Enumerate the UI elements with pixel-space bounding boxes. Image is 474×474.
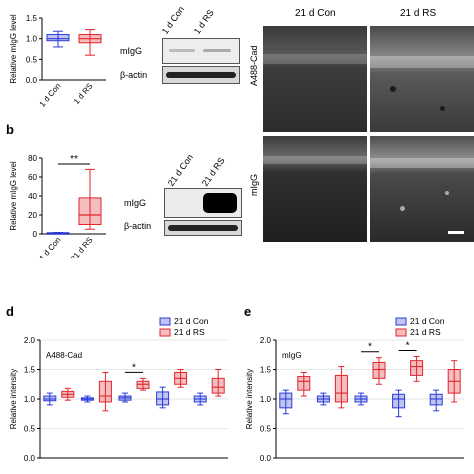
micrograph-con-migg <box>263 136 367 242</box>
b-box-2 <box>78 197 102 226</box>
b-x-tick-label: 21 d Con <box>35 236 63 258</box>
e-box <box>392 393 406 409</box>
blot-b-lane-label-2: 21 d RS <box>199 155 227 188</box>
micrograph-row-label-2: mIgG <box>249 173 259 196</box>
blot-a-igg-band <box>162 38 240 64</box>
micrograph-row-label-1: A488-Cad <box>249 45 259 86</box>
blot-a-actin-band <box>162 66 240 84</box>
e-box <box>297 376 311 391</box>
d-box <box>136 380 150 389</box>
e-legend-label: 21 d Con <box>410 316 445 326</box>
e-sig-label: * <box>368 342 372 353</box>
e-box <box>429 393 443 406</box>
b-y-axis-label: Relative mIgG level <box>9 161 18 231</box>
b-x-tick-label: 21 d RS <box>69 236 94 258</box>
d-y-tick-label: 1.5 <box>24 366 36 375</box>
d-y-tick-label: 1.0 <box>24 395 36 404</box>
blot-b-lane-label-1: 21 d Con <box>165 152 195 188</box>
d-box <box>98 380 112 403</box>
d-box <box>211 377 225 394</box>
e-box <box>334 374 348 403</box>
panel-letter-b: b <box>6 122 14 137</box>
a-y-tick-label: 1.0 <box>26 35 38 44</box>
blot-b-actin-band <box>164 220 242 236</box>
a-y-tick-label: 1.5 <box>26 14 38 23</box>
e-legend-swatch <box>395 317 407 326</box>
e-y-tick-label: 0.0 <box>260 454 272 463</box>
blot-a-row-label-2: β-actin <box>120 70 148 80</box>
micrograph-col-label-2: 21 d RS <box>400 8 437 19</box>
d-legend-swatch <box>159 328 171 337</box>
panel-b-box-chart: 0 20 40 60 80 Relative mIgG level 21 d Con 21 d… <box>9 154 106 258</box>
panel-letter-e: e <box>244 304 252 319</box>
a-y-tick-label: 0.0 <box>26 76 38 85</box>
panel-d-box-chart: 0.0 0.5 1.0 1.5 2.0 Relative intensity A488-Ca… <box>9 316 228 463</box>
a-y-tick-label: 0.5 <box>26 55 38 64</box>
d-legend-label: 21 d Con <box>174 316 209 326</box>
micrograph-col-label-1: 21 d Con <box>295 8 336 19</box>
d-chart-title: A488-Cad <box>46 351 82 360</box>
panel-letter-d: d <box>6 304 14 319</box>
e-box <box>410 360 424 376</box>
e-y-tick-label: 1.5 <box>260 366 272 375</box>
panel-a-box-chart: 0.0 0.5 1.0 1.5 Relative mIgG level 1 d Con 1 … <box>9 14 106 109</box>
d-box <box>156 391 170 406</box>
a-x-tick-label: 1 d RS <box>72 82 95 107</box>
micrograph-con-a488 <box>263 26 367 132</box>
e-box <box>372 361 386 379</box>
blot-a-lane-label-1: 1 d Con <box>159 4 187 36</box>
e-y-tick-label: 0.5 <box>260 425 272 434</box>
d-sig-label: * <box>132 362 136 373</box>
blot-a-lane-label-2: 1 d RS <box>191 7 216 37</box>
a-y-axis-label: Relative mIgG level <box>9 14 18 84</box>
a-box-1 <box>46 34 70 42</box>
a-x-tick-label: 1 d Con <box>38 82 63 109</box>
b-sig-label: ** <box>70 154 78 165</box>
e-box <box>279 392 293 409</box>
blot-b-igg-band <box>164 188 242 218</box>
scale-bar <box>448 231 464 234</box>
d-y-tick-label: 2.0 <box>24 336 36 345</box>
micrograph-rs-a488 <box>370 26 474 132</box>
e-y-axis-label: Relative intensity <box>245 369 254 429</box>
d-legend-swatch <box>159 317 171 326</box>
b-y-tick-label: 0 <box>33 230 38 239</box>
e-legend-swatch <box>395 328 407 337</box>
panel-e-box-chart: 0.0 0.5 1.0 1.5 2.0 Relative intensity mIgG 21 … <box>245 316 464 463</box>
d-y-tick-label: 0.0 <box>24 454 36 463</box>
e-y-tick-label: 1.0 <box>260 395 272 404</box>
b-y-tick-label: 40 <box>28 192 37 201</box>
e-chart-title: mIgG <box>282 351 302 360</box>
b-y-tick-label: 20 <box>28 211 37 220</box>
e-y-tick-label: 2.0 <box>260 336 272 345</box>
blot-b-row-label-2: β-actin <box>124 221 152 231</box>
blot-b: 21 d Con 21 d RS mIgG β-actin <box>120 150 250 250</box>
blot-a: 1 d Con 1 d RS mIgG β-actin <box>120 0 250 100</box>
micrograph-rs-migg <box>370 136 474 242</box>
d-legend-label: 21 d RS <box>174 327 205 337</box>
b-y-tick-label: 80 <box>28 154 37 163</box>
blot-a-row-label-1: mIgG <box>120 46 143 56</box>
e-legend-label: 21 d RS <box>410 327 441 337</box>
d-y-axis-label: Relative intensity <box>9 369 18 429</box>
b-y-tick-label: 60 <box>28 173 37 182</box>
d-box <box>43 395 57 402</box>
e-sig-label: * <box>406 341 410 352</box>
d-y-tick-label: 0.5 <box>24 425 36 434</box>
blot-b-row-label-1: mIgG <box>124 198 147 208</box>
